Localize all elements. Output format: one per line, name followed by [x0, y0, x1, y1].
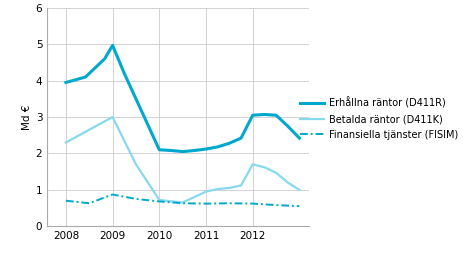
Betalda räntor (D411K): [250, 163, 255, 166]
Finansiella tjänster (FISIM): [110, 193, 116, 196]
Betalda räntor (D411K): [261, 166, 267, 169]
Finansiella tjänster (FISIM): [86, 202, 92, 205]
Finansiella tjänster (FISIM): [296, 205, 302, 208]
Betalda räntor (D411K): [133, 163, 139, 166]
Betalda räntor (D411K): [285, 181, 291, 184]
Erhållna räntor (D411R): [110, 44, 116, 47]
Finansiella tjänster (FISIM): [180, 202, 185, 205]
Erhållna räntor (D411R): [238, 136, 244, 140]
Erhållna räntor (D411R): [203, 148, 209, 151]
Betalda räntor (D411K): [203, 190, 209, 193]
Finansiella tjänster (FISIM): [156, 200, 162, 203]
Y-axis label: Md €: Md €: [22, 104, 32, 130]
Erhållna räntor (D411R): [102, 57, 108, 60]
Erhållna räntor (D411R): [63, 81, 69, 84]
Erhållna räntor (D411R): [273, 114, 279, 117]
Erhållna räntor (D411R): [156, 148, 162, 151]
Erhållna räntor (D411R): [168, 149, 174, 152]
Betalda räntor (D411K): [238, 184, 244, 187]
Erhållna räntor (D411R): [192, 149, 197, 152]
Finansiella tjänster (FISIM): [203, 202, 209, 205]
Betalda räntor (D411K): [180, 201, 185, 204]
Erhållna räntor (D411R): [121, 72, 127, 75]
Finansiella tjänster (FISIM): [250, 202, 255, 205]
Line: Betalda räntor (D411K): Betalda räntor (D411K): [66, 117, 299, 203]
Betalda räntor (D411K): [110, 115, 116, 119]
Betalda räntor (D411K): [296, 188, 302, 191]
Betalda räntor (D411K): [273, 171, 279, 174]
Line: Erhållna räntor (D411R): Erhållna räntor (D411R): [66, 45, 299, 151]
Erhållna räntor (D411R): [261, 113, 267, 116]
Erhållna räntor (D411R): [296, 136, 302, 140]
Finansiella tjänster (FISIM): [273, 204, 279, 207]
Finansiella tjänster (FISIM): [227, 202, 232, 205]
Erhållna räntor (D411R): [227, 142, 232, 145]
Betalda räntor (D411K): [63, 141, 69, 144]
Finansiella tjänster (FISIM): [63, 199, 69, 202]
Finansiella tjänster (FISIM): [133, 197, 139, 200]
Erhållna räntor (D411R): [215, 145, 220, 148]
Erhållna räntor (D411R): [180, 150, 185, 153]
Betalda räntor (D411K): [86, 128, 92, 131]
Line: Finansiella tjänster (FISIM): Finansiella tjänster (FISIM): [66, 195, 299, 206]
Betalda räntor (D411K): [215, 188, 220, 191]
Betalda räntor (D411K): [227, 186, 232, 190]
Erhållna räntor (D411R): [285, 125, 291, 128]
Erhållna räntor (D411R): [83, 75, 88, 79]
Erhållna räntor (D411R): [133, 97, 139, 100]
Erhållna räntor (D411R): [250, 114, 255, 117]
Betalda räntor (D411K): [156, 198, 162, 201]
Legend: Erhållna räntor (D411R), Betalda räntor (D411K), Finansiella tjänster (FISIM): Erhållna räntor (D411R), Betalda räntor …: [300, 97, 458, 140]
Erhållna räntor (D411R): [145, 123, 151, 126]
